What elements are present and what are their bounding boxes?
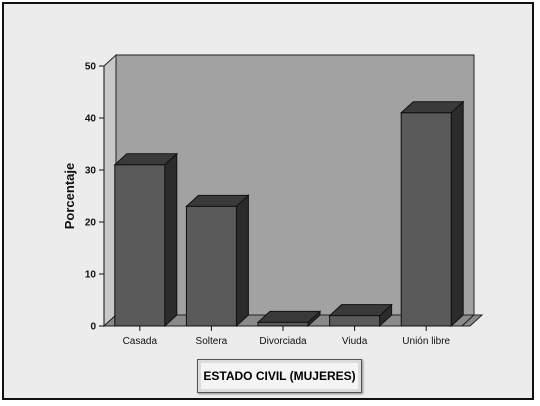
bar-soltera	[185, 194, 250, 328]
bars	[113, 100, 465, 328]
x-category-label: Soltera	[196, 336, 228, 347]
bar-front	[185, 205, 237, 327]
y-tick-label: 10	[85, 270, 97, 281]
bar-viuda	[328, 303, 393, 328]
bar-unión-libre	[399, 100, 465, 328]
bar-side	[164, 152, 178, 328]
plot-left-wall	[103, 53, 117, 328]
y-axis: 0 10 20 30 40 50	[85, 62, 105, 333]
bar-chart: 0 10 20 30 40 50 Casada Soltera Divorciada Viuda…	[62, 53, 484, 347]
x-category-label: Casada	[123, 336, 158, 347]
y-tick-label: 50	[85, 62, 97, 73]
chart-frame: 0 10 20 30 40 50 Casada Soltera Divorciada Viuda…	[2, 2, 534, 400]
bar-side	[235, 194, 249, 328]
y-axis-title: Porcentaje	[62, 163, 77, 229]
bar-casada	[113, 152, 179, 328]
y-tick-label: 40	[85, 114, 97, 125]
bar-front	[257, 321, 309, 327]
x-axis-labels: Casada Soltera Divorciada Viuda Unión libre	[123, 326, 451, 347]
x-category-label: Divorciada	[259, 336, 307, 347]
chart-caption-box: ESTADO CIVIL (MUJERES)	[197, 359, 362, 393]
bar-front	[400, 112, 452, 327]
bar-front	[329, 315, 381, 327]
x-category-label: Unión libre	[402, 336, 450, 347]
bar-front	[114, 164, 166, 327]
y-tick-label: 0	[90, 322, 96, 333]
chart-caption: ESTADO CIVIL (MUJERES)	[203, 369, 356, 383]
bar-side	[450, 100, 464, 328]
plot-floor-edge	[460, 314, 484, 327]
y-tick-label: 20	[85, 218, 97, 229]
y-tick-label: 30	[85, 166, 97, 177]
x-category-label: Viuda	[342, 336, 368, 347]
bar-divorciada	[256, 310, 322, 328]
